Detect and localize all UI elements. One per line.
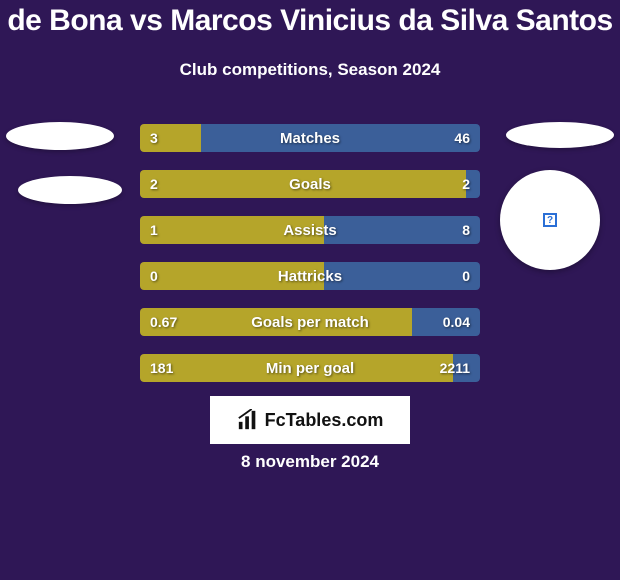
stat-row: 346Matches	[140, 124, 480, 152]
comparison-bars: 346Matches 22Goals 18Assists 00Hattricks 0.6…	[140, 124, 480, 400]
stat-row: 1812211Min per goal	[140, 354, 480, 382]
stat-row: 00Hattricks	[140, 262, 480, 290]
left-player-marker-1	[6, 122, 114, 150]
right-segment	[324, 262, 480, 290]
image-placeholder-icon: ?	[543, 213, 557, 227]
page-title: de Bona vs Marcos Vinicius da Silva Sant…	[0, 4, 620, 38]
left-segment	[140, 354, 453, 382]
right-segment	[412, 308, 480, 336]
left-player-marker-2	[18, 176, 122, 204]
left-segment	[140, 262, 324, 290]
stat-row: 18Assists	[140, 216, 480, 244]
right-segment	[324, 216, 480, 244]
badge-label: FcTables.com	[265, 410, 384, 431]
left-segment	[140, 308, 412, 336]
fctables-badge: FcTables.com	[210, 396, 410, 444]
stat-row: 0.670.04Goals per match	[140, 308, 480, 336]
right-segment	[201, 124, 480, 152]
right-player-avatar: ?	[500, 170, 600, 270]
right-segment	[466, 170, 480, 198]
right-player-marker	[506, 122, 614, 148]
left-segment	[140, 124, 201, 152]
right-segment	[453, 354, 480, 382]
stat-row: 22Goals	[140, 170, 480, 198]
date-label: 8 november 2024	[0, 452, 620, 472]
subtitle: Club competitions, Season 2024	[0, 60, 620, 80]
left-segment	[140, 216, 324, 244]
comparison-infographic: de Bona vs Marcos Vinicius da Silva Sant…	[0, 0, 620, 580]
bar-chart-icon	[237, 409, 259, 431]
left-segment	[140, 170, 466, 198]
